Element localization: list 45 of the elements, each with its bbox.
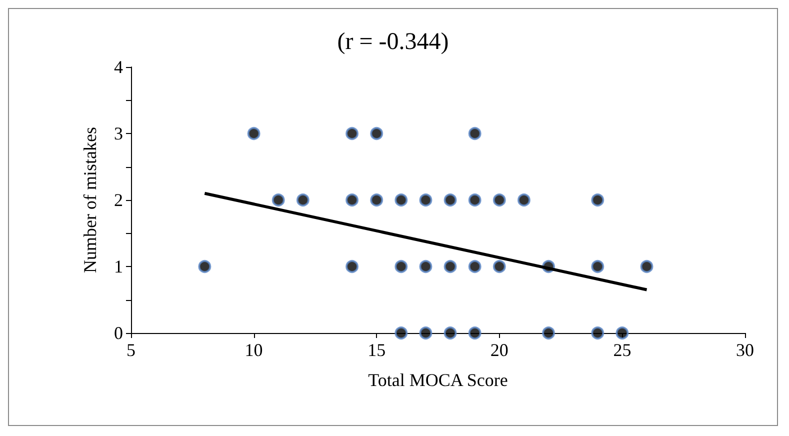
point	[370, 127, 384, 140]
point	[444, 326, 457, 340]
point	[419, 194, 432, 206]
point	[468, 127, 482, 140]
x-tick-label: 20	[490, 340, 508, 360]
point	[394, 194, 408, 206]
x-tick-label: 10	[244, 340, 263, 360]
point	[640, 260, 654, 273]
point	[468, 260, 482, 273]
point	[517, 194, 530, 206]
chart-title: (r = -0.344)	[337, 29, 449, 55]
point	[394, 326, 408, 340]
y-tick-label: 0	[114, 323, 123, 343]
point	[542, 326, 556, 340]
point	[492, 194, 506, 206]
y-axis-title: Number of mistakes	[80, 127, 100, 273]
point	[198, 260, 212, 273]
x-tick-label: 25	[613, 340, 632, 360]
x-tick-label: 30	[736, 340, 754, 360]
y-tick-label: 3	[114, 124, 123, 144]
point	[346, 127, 359, 140]
point	[444, 260, 457, 273]
point	[247, 127, 260, 140]
x-tick-label: 15	[368, 340, 386, 360]
y-tick-label: 1	[114, 256, 123, 276]
point	[591, 260, 604, 273]
point	[468, 326, 482, 340]
point	[296, 194, 310, 206]
point	[591, 326, 604, 340]
point	[492, 260, 506, 273]
x-tick-label: 5	[126, 340, 136, 360]
point	[370, 194, 384, 206]
point	[591, 194, 604, 206]
point	[444, 194, 457, 206]
x-axis-title: Total MOCA Score	[368, 370, 508, 390]
point	[419, 260, 432, 273]
point	[419, 326, 432, 340]
y-tick-label: 2	[114, 190, 123, 210]
point	[346, 194, 359, 206]
point	[272, 194, 285, 206]
point	[616, 326, 629, 340]
point	[394, 260, 408, 273]
point	[346, 260, 359, 273]
point	[468, 194, 482, 206]
y-tick-label: 4	[114, 57, 123, 77]
